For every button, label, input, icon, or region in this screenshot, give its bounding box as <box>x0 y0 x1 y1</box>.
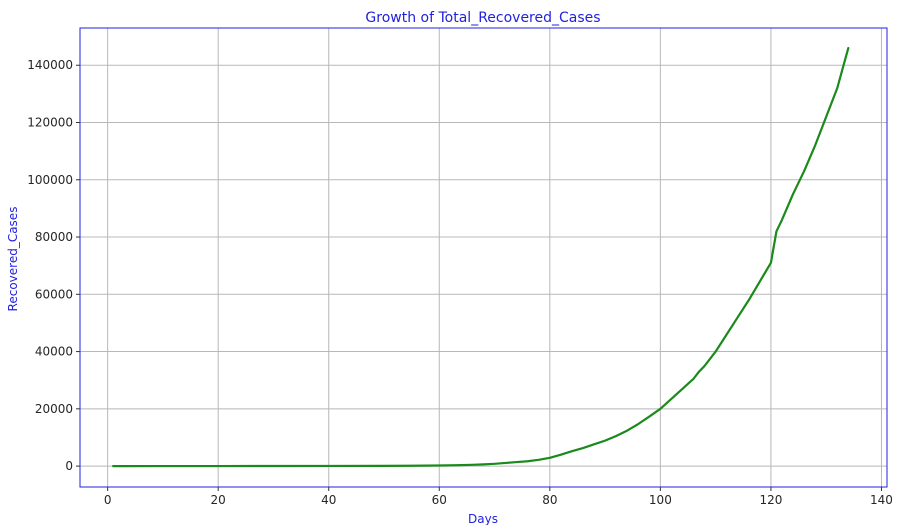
x-tick-label: 60 <box>432 493 447 507</box>
y-tick-label: 0 <box>65 459 73 473</box>
y-tick-label: 80000 <box>35 230 73 244</box>
x-tick-label: 140 <box>870 493 893 507</box>
x-tick-label: 0 <box>104 493 112 507</box>
plot-frame <box>79 27 888 488</box>
y-axis-title: Recovered_Cases <box>6 207 20 312</box>
x-tick-label: 40 <box>321 493 336 507</box>
chart-title: Growth of Total_Recovered_Cases <box>365 10 600 26</box>
y-tick-label: 60000 <box>35 287 73 301</box>
y-tick-label: 100000 <box>27 173 73 187</box>
series-layer <box>112 46 850 468</box>
series-line <box>112 46 850 468</box>
y-tick-label: 40000 <box>35 345 73 359</box>
x-tick-label: 80 <box>542 493 557 507</box>
y-tick-label: 140000 <box>27 58 73 72</box>
x-tick-label: 120 <box>759 493 782 507</box>
ticks: 0 20 40 60 80 100 120 140 0 20000 40000 60000 80000 1… <box>27 58 893 507</box>
x-tick-label: 20 <box>211 493 226 507</box>
y-tick-label: 20000 <box>35 402 73 416</box>
y-tick-label: 120000 <box>27 115 73 129</box>
axes-frame <box>79 27 888 488</box>
x-tick-label: 100 <box>649 493 672 507</box>
x-axis-title: Days <box>468 512 498 525</box>
grid <box>80 28 887 487</box>
